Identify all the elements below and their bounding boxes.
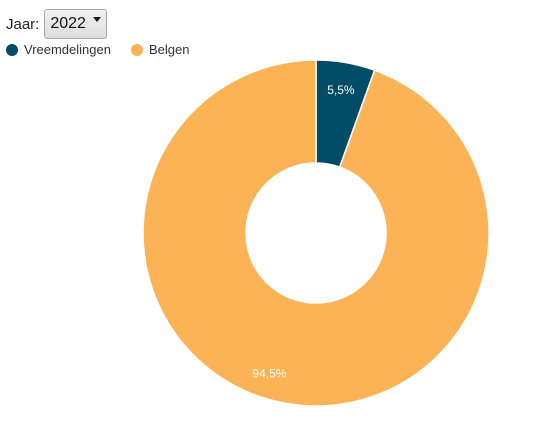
year-select[interactable]: 2022 <box>44 9 107 39</box>
data-label-vreemdelingen: 5,5% <box>327 83 355 97</box>
pie-slice-belgen[interactable] <box>142 59 490 407</box>
legend-label-vreemdelingen: Vreemdelingen <box>24 42 111 57</box>
legend-marker-vreemdelingen <box>6 43 18 56</box>
year-select-value: 2022 <box>50 15 86 32</box>
chevron-down-icon <box>92 17 101 22</box>
legend-marker-belgen <box>130 43 143 56</box>
year-label: Jaar: <box>6 15 40 33</box>
legend-item-belgen[interactable]: Belgen <box>130 42 190 57</box>
legend-item-vreemdelingen[interactable]: Vreemdelingen <box>6 42 111 57</box>
data-label-belgen: 94,5% <box>252 366 286 380</box>
chart-legend: Vreemdelingen Belgen <box>6 42 209 57</box>
year-filter: Jaar: 2022 <box>6 9 107 39</box>
legend-label-belgen: Belgen <box>148 42 190 57</box>
